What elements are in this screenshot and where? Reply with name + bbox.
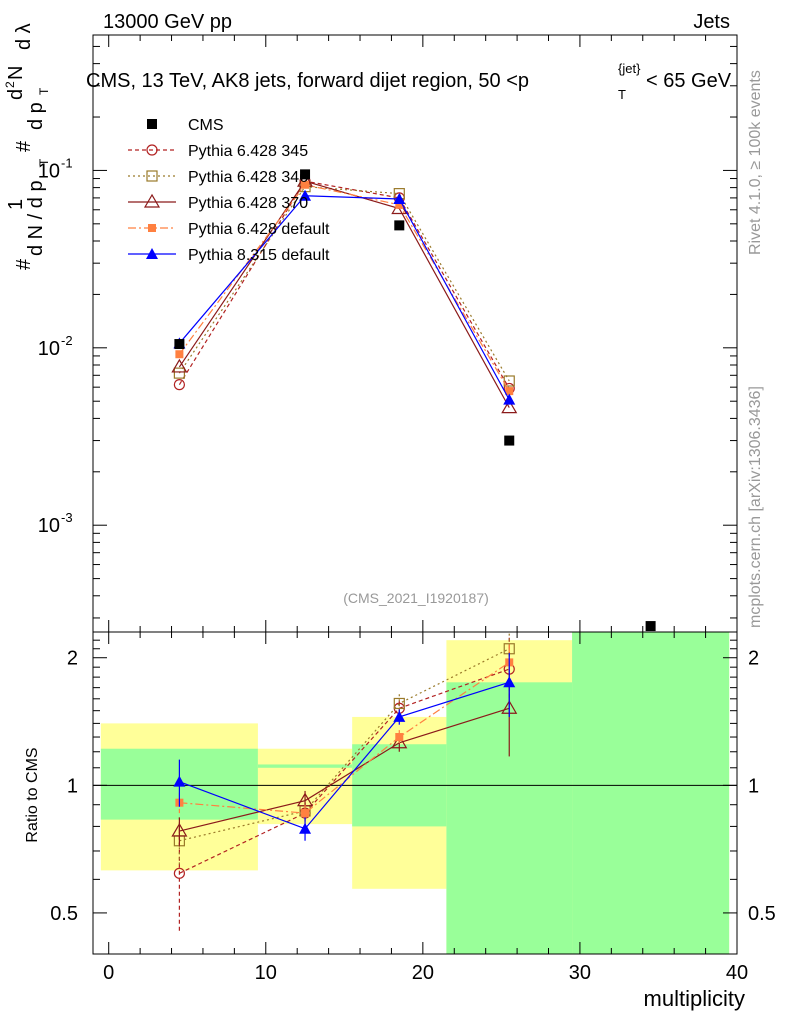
y-tick-label-main-exp: -1: [61, 155, 73, 170]
series-line-main: [178, 195, 510, 400]
legend-label: Pythia 6.428 default: [188, 221, 330, 238]
plot-title: CMS, 13 TeV, AK8 jets, forward dijet reg…: [86, 61, 732, 102]
series-point-ratio: [393, 710, 406, 722]
y-tick-label-main: 10: [38, 338, 60, 360]
green-band-4: [572, 632, 730, 954]
series-point-main: [395, 200, 404, 209]
ylabel-num2b: N: [5, 66, 27, 80]
y-tick-label-ratio: 2: [67, 648, 78, 670]
x-tick-label: 20: [412, 962, 434, 984]
title-sub: T: [618, 87, 626, 102]
legend-label: CMS: [188, 117, 224, 134]
x-tick-label: 40: [726, 962, 748, 984]
series-point-ratio: [173, 867, 185, 879]
y-tick-label-main-exp: -2: [61, 333, 73, 348]
series-line-main: [178, 180, 510, 408]
main-ylabel: # 1 d N / d p T # d 2 N d p T d λ: [3, 23, 51, 270]
legend-label: Pythia 8.315 default: [188, 247, 330, 264]
ylabel-t1: T: [37, 158, 51, 166]
series-point-ratio: [391, 734, 408, 749]
y-tick-label-main: 10: [38, 160, 60, 182]
cms-point: [174, 339, 185, 350]
series-point-main: [501, 399, 518, 414]
series-point-ratio: [395, 733, 404, 742]
ylabel-den2: d p: [25, 102, 47, 130]
y-tick-label-ratio-right: 1: [748, 775, 759, 797]
series-point-main: [393, 193, 406, 205]
legend-marker: [147, 119, 157, 129]
series-point-main: [173, 367, 185, 379]
ratio-ylabel: Ratio to CMS: [24, 747, 41, 842]
title-end: < 65 GeV: [646, 70, 732, 92]
cms-series: [174, 169, 656, 632]
side-text-bottom: mcplots.cern.ch [arXiv:1306.3436]: [747, 386, 764, 628]
ylabel-den1: d N / d p: [25, 180, 47, 256]
cms-point-edge: [645, 621, 656, 632]
side-text-top: Rivet 4.1.0, ≥ 100k events: [747, 70, 764, 255]
series-line-ratio: [179, 707, 510, 832]
legend-label: Pythia 6.428 370: [188, 195, 308, 212]
series-group: [171, 169, 656, 933]
legend-marker: [146, 170, 158, 182]
series-point-ratio: [171, 822, 188, 837]
ylabel-lambda: d λ: [13, 23, 35, 50]
series-point-ratio: [173, 775, 186, 787]
legend-marker: [143, 193, 161, 208]
y-tick-label-ratio: 0.5: [50, 903, 78, 925]
title-main: CMS, 13 TeV, AK8 jets, forward dijet reg…: [86, 70, 529, 92]
ylabel-hash1: #: [13, 258, 35, 270]
series-line-main: [178, 184, 510, 392]
cms-point: [394, 220, 405, 231]
series-line-main: [178, 186, 510, 382]
x-tick-label: 30: [569, 962, 591, 984]
ratio-bands: [100, 632, 730, 954]
series-line-main: [178, 180, 510, 389]
series-point-main: [171, 358, 188, 373]
y-tick-label-main: 10: [38, 515, 60, 537]
legend-marker: [146, 144, 158, 156]
y-tick-label-ratio-right: 0.5: [748, 903, 776, 925]
series-point-main: [503, 393, 516, 405]
series-line-ratio: [179, 681, 510, 830]
x-tick-label: 0: [103, 962, 114, 984]
legend-label: Pythia 6.428 346: [188, 169, 308, 186]
series-point-main: [299, 189, 312, 201]
y-tick-label-main-exp: -3: [61, 510, 73, 525]
header-left: 13000 GeV pp: [103, 11, 232, 33]
series-point-main: [505, 387, 514, 396]
header-right: Jets: [693, 11, 730, 33]
ylabel-hash2: #: [13, 140, 35, 152]
series-point-main: [175, 350, 184, 359]
cms-point: [300, 169, 311, 180]
series-point-main: [503, 375, 515, 387]
ylabel-num1: 1: [5, 199, 27, 210]
ylabel-sup2: 2: [3, 81, 17, 88]
y-tick-label-ratio: 1: [67, 775, 78, 797]
ratio-plot-frame: [92, 631, 738, 955]
legend-marker: [148, 224, 156, 232]
legend: CMS Pythia 6.428 345 Pythia 6.428 346 Pythi…: [128, 117, 330, 264]
watermark: (CMS_2021_I1920187): [343, 590, 489, 606]
series-point-ratio: [393, 697, 405, 710]
xlabel: multiplicity: [644, 986, 745, 1011]
ylabel-num2: d: [5, 89, 27, 100]
legend-marker: [146, 248, 158, 259]
series-point-ratio: [503, 676, 516, 688]
ylabel-t2: T: [37, 87, 51, 95]
series-line-ratio: [179, 648, 510, 842]
series-line-ratio: [179, 668, 510, 874]
y-tick-label-ratio-right: 2: [748, 648, 759, 670]
green-band-1: [257, 764, 353, 768]
series-point-ratio: [299, 822, 312, 834]
cms-point: [504, 435, 515, 446]
series-point-ratio: [301, 809, 310, 818]
legend-label: Pythia 6.428 345: [188, 143, 308, 160]
title-sup: {jet}: [618, 61, 641, 76]
x-tick-label: 10: [255, 962, 277, 984]
series-point-main: [173, 379, 185, 391]
series-point-main: [301, 180, 310, 189]
